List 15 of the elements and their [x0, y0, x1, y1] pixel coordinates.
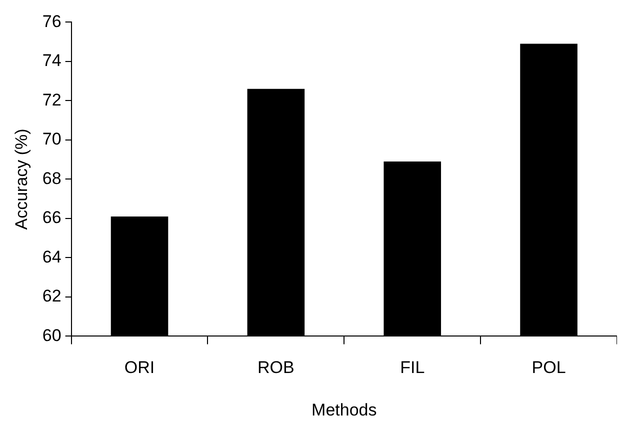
y-tick-label: 62 — [42, 286, 62, 306]
x-axis-title: Methods — [312, 400, 377, 420]
y-tick-label: 68 — [42, 168, 62, 188]
y-tick-label: 60 — [42, 326, 62, 345]
y-tick-label: 66 — [42, 208, 62, 228]
x-tick-label: FIL — [400, 358, 425, 378]
x-tick-label: ROB — [258, 358, 294, 378]
y-tick-label: 72 — [42, 90, 62, 110]
y-tick-label: 64 — [42, 247, 62, 266]
x-tick-label: ORI — [124, 358, 155, 378]
y-axis-title: Accuracy (%) — [12, 128, 31, 230]
y-tick-label: 76 — [42, 12, 62, 31]
y-tick-label: 70 — [42, 130, 62, 149]
y-tick-label: 74 — [42, 51, 62, 70]
x-tick-label: POL — [532, 358, 566, 378]
